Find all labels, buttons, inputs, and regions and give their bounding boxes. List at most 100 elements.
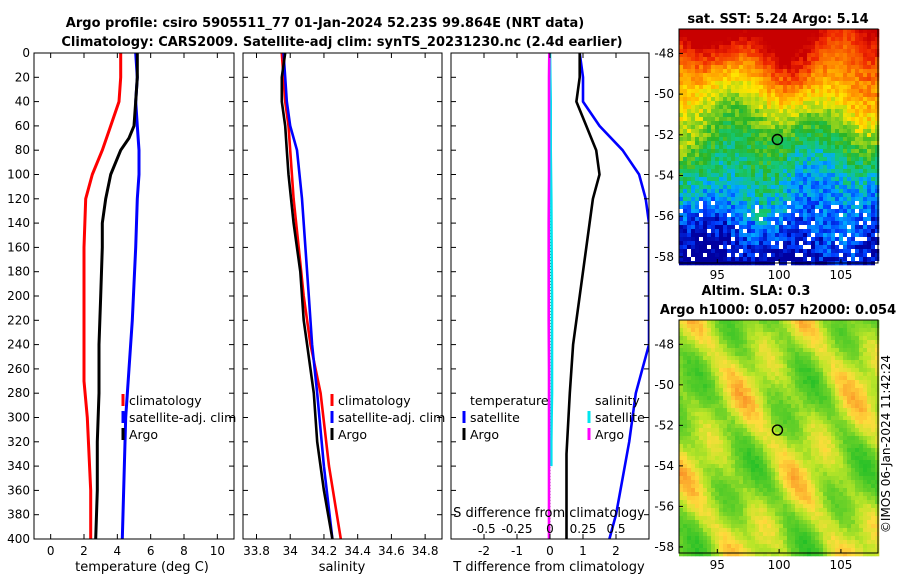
heatmap-cell bbox=[847, 324, 852, 329]
heatmap-cell bbox=[679, 169, 684, 174]
heatmap-cell bbox=[699, 376, 704, 381]
heatmap-cell bbox=[867, 49, 872, 54]
heatmap-cell bbox=[807, 245, 812, 250]
heatmap-cell bbox=[727, 320, 732, 325]
heatmap-cell bbox=[855, 344, 860, 349]
heatmap-cell bbox=[823, 400, 828, 405]
heatmap-cell bbox=[795, 245, 800, 250]
heatmap-cell bbox=[787, 368, 792, 373]
heatmap-cell bbox=[719, 436, 724, 441]
heatmap-cell bbox=[703, 165, 708, 170]
heatmap-cell bbox=[715, 149, 720, 154]
heatmap-cell bbox=[775, 452, 780, 457]
heatmap-cell bbox=[779, 452, 784, 457]
heatmap-cell bbox=[759, 428, 764, 433]
heatmap-cell bbox=[867, 169, 872, 174]
heatmap-cell bbox=[831, 33, 836, 38]
heatmap-cell bbox=[795, 233, 800, 238]
heatmap-cell bbox=[707, 57, 712, 62]
heatmap-cell bbox=[835, 229, 840, 234]
heatmap-cell bbox=[783, 105, 788, 110]
heatmap-cell bbox=[731, 388, 736, 393]
heatmap-cell bbox=[703, 456, 708, 461]
heatmap-cell bbox=[779, 41, 784, 46]
heatmap-cell bbox=[863, 157, 868, 162]
heatmap-cell bbox=[863, 372, 868, 377]
heatmap-cell bbox=[875, 245, 880, 250]
heatmap-cell bbox=[819, 412, 824, 417]
x-tick-label: 10 bbox=[210, 544, 225, 558]
heatmap-cell bbox=[855, 109, 860, 114]
heatmap-cell bbox=[859, 113, 864, 118]
heatmap-cell bbox=[847, 197, 852, 202]
heatmap-cell bbox=[739, 97, 744, 102]
heatmap-cell bbox=[855, 169, 860, 174]
heatmap-cell bbox=[823, 181, 828, 186]
heatmap-cell bbox=[711, 408, 716, 413]
heatmap-cell bbox=[783, 253, 788, 258]
heatmap-cell bbox=[827, 129, 832, 134]
heatmap-cell bbox=[859, 133, 864, 138]
heatmap-cell bbox=[803, 165, 808, 170]
heatmap-cell bbox=[847, 340, 852, 345]
heatmap-cell bbox=[739, 53, 744, 58]
y-tick-label: -56 bbox=[654, 209, 674, 223]
heatmap-cell bbox=[771, 416, 776, 421]
heatmap-cell bbox=[707, 257, 712, 262]
heatmap-cell bbox=[687, 69, 692, 74]
heatmap-cell bbox=[731, 117, 736, 122]
heatmap-cell bbox=[819, 81, 824, 86]
heatmap-cell bbox=[803, 257, 808, 262]
heatmap-cell bbox=[779, 324, 784, 329]
heatmap-cell bbox=[855, 173, 860, 178]
heatmap-cell bbox=[863, 245, 868, 250]
heatmap-cell bbox=[775, 33, 780, 38]
heatmap-cell bbox=[755, 113, 760, 118]
heatmap-cell bbox=[687, 456, 692, 461]
heatmap-cell bbox=[699, 189, 704, 194]
heatmap-cell bbox=[855, 396, 860, 401]
heatmap-cell bbox=[687, 384, 692, 389]
heatmap-cell bbox=[703, 93, 708, 98]
heatmap-cell bbox=[707, 97, 712, 102]
heatmap-cell bbox=[823, 257, 828, 262]
heatmap-cell bbox=[871, 360, 876, 365]
heatmap-cell bbox=[803, 241, 808, 246]
heatmap-cell bbox=[775, 89, 780, 94]
heatmap-cell bbox=[783, 169, 788, 174]
heatmap-cell bbox=[851, 93, 856, 98]
heatmap-cell bbox=[683, 201, 688, 206]
heatmap-cell bbox=[719, 73, 724, 78]
heatmap-cell bbox=[767, 420, 772, 425]
heatmap-cell bbox=[695, 380, 700, 385]
heatmap-cell bbox=[727, 404, 732, 409]
y-tick-label: 360 bbox=[7, 483, 30, 497]
heatmap-cell bbox=[699, 396, 704, 401]
heatmap-cell bbox=[691, 65, 696, 70]
heatmap-cell bbox=[859, 137, 864, 142]
heatmap-cell bbox=[731, 233, 736, 238]
heatmap-cell bbox=[727, 177, 732, 182]
heatmap-cell bbox=[871, 189, 876, 194]
heatmap-cell bbox=[727, 181, 732, 186]
heatmap-cell bbox=[719, 384, 724, 389]
heatmap-cell bbox=[779, 332, 784, 337]
heatmap-cell bbox=[759, 29, 764, 34]
heatmap-cell bbox=[847, 181, 852, 186]
heatmap-cell bbox=[807, 105, 812, 110]
heatmap-cell bbox=[727, 324, 732, 329]
heatmap-cell bbox=[691, 89, 696, 94]
heatmap-cell bbox=[871, 45, 876, 50]
heatmap-cell bbox=[795, 336, 800, 341]
heatmap-cell bbox=[791, 153, 796, 158]
heatmap-cell bbox=[795, 412, 800, 417]
heatmap-cell bbox=[851, 344, 856, 349]
heatmap-cell bbox=[739, 332, 744, 337]
heatmap-cell bbox=[735, 249, 740, 254]
heatmap-cell bbox=[831, 113, 836, 118]
heatmap-cell bbox=[719, 177, 724, 182]
heatmap-cell bbox=[719, 352, 724, 357]
heatmap-cell bbox=[791, 460, 796, 465]
heatmap-cell bbox=[755, 249, 760, 254]
heatmap-cell bbox=[839, 376, 844, 381]
